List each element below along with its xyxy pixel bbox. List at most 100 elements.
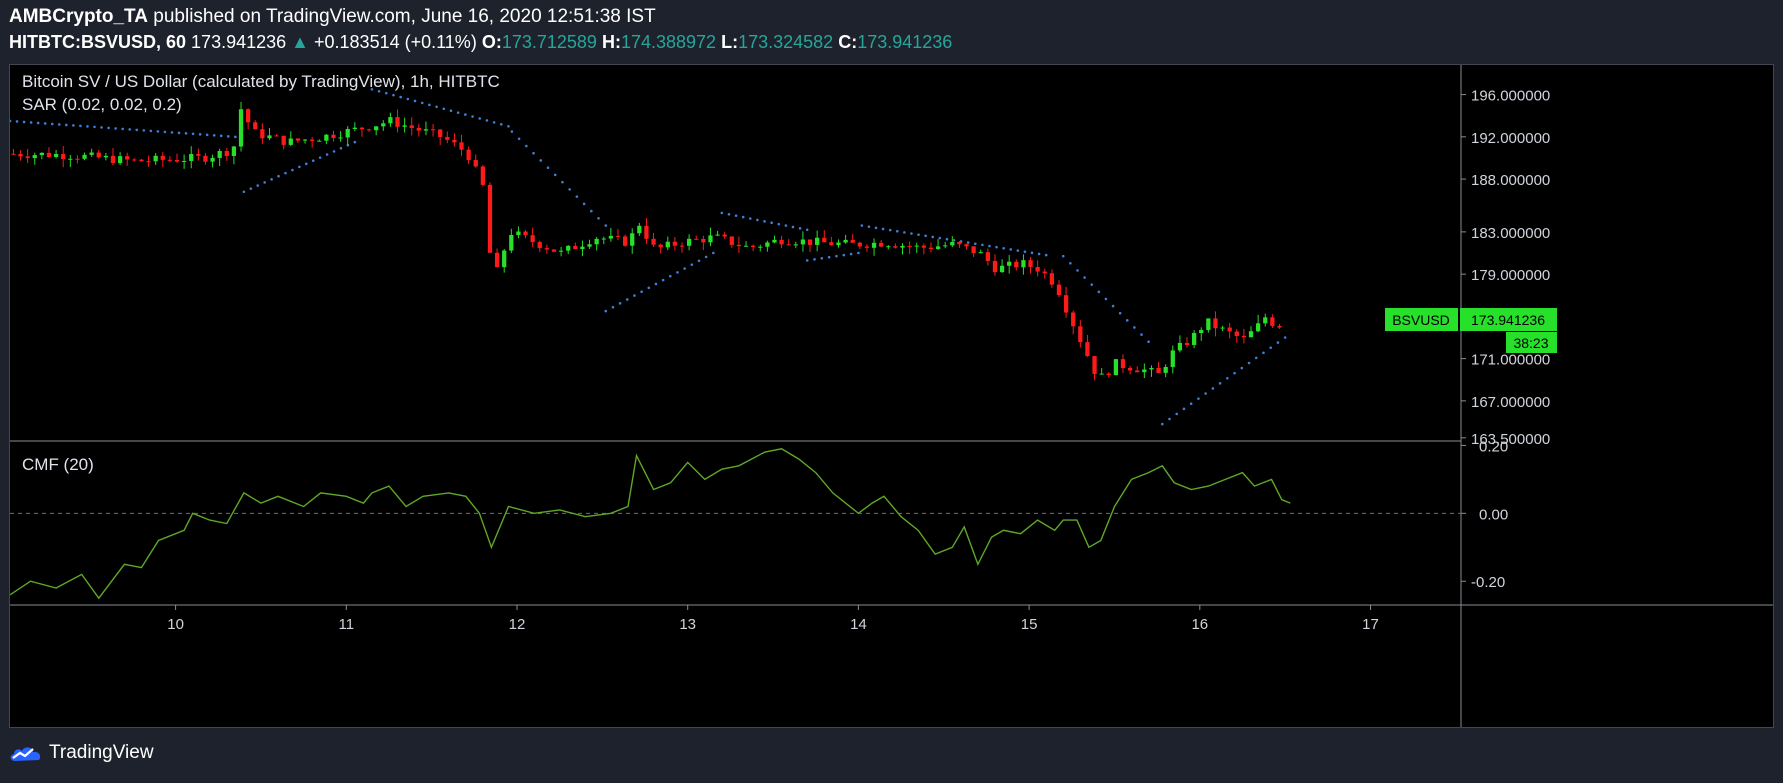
candle-body bbox=[914, 245, 919, 247]
sar-dot bbox=[1160, 422, 1164, 426]
candle-body bbox=[999, 265, 1005, 273]
candle-body bbox=[1106, 373, 1111, 376]
sar-dot bbox=[835, 254, 838, 258]
candle-body bbox=[523, 231, 528, 236]
sar-dot bbox=[36, 121, 40, 125]
candle-body bbox=[267, 135, 272, 139]
candle-body bbox=[494, 252, 500, 268]
price-tick-label: 171.000000 bbox=[1471, 352, 1550, 369]
candle-body bbox=[502, 250, 507, 268]
candle-body bbox=[615, 235, 621, 237]
candle-body bbox=[302, 139, 308, 141]
sar-dot bbox=[420, 101, 424, 105]
candle-body bbox=[928, 247, 934, 249]
sar-dot bbox=[784, 224, 788, 227]
candle-body bbox=[566, 245, 571, 251]
candle-body bbox=[61, 154, 66, 160]
candle-body bbox=[1127, 367, 1133, 371]
sar-dot bbox=[1283, 336, 1287, 339]
candle-body bbox=[1248, 331, 1254, 338]
candle-body bbox=[132, 159, 137, 161]
candle-body bbox=[246, 109, 251, 123]
candle-body bbox=[907, 245, 912, 247]
cmf-tick-label: 0.00 bbox=[1479, 506, 1508, 523]
price-badge: BSVUSD 173.941236 38:23 bbox=[1385, 308, 1557, 353]
sar-dot bbox=[234, 135, 237, 139]
candle-body bbox=[729, 236, 734, 245]
sar-dot bbox=[121, 127, 124, 131]
candle-body bbox=[530, 235, 535, 243]
candle-body bbox=[672, 241, 678, 246]
publish-info: AMBCrypto_TA published on TradingView.co… bbox=[9, 6, 656, 28]
candle-body bbox=[1263, 317, 1268, 324]
sar-dot bbox=[798, 227, 802, 230]
sar-dot bbox=[499, 123, 503, 126]
sar-dot bbox=[777, 222, 781, 226]
sar-dot bbox=[1233, 371, 1236, 375]
candle-body bbox=[758, 246, 763, 248]
sar-dot bbox=[720, 211, 724, 215]
sar-dot bbox=[50, 122, 54, 126]
sar-dot bbox=[791, 225, 795, 229]
sar-dot bbox=[184, 132, 188, 135]
candle-body bbox=[815, 237, 820, 245]
candle-body bbox=[1007, 261, 1012, 266]
candle-body bbox=[189, 154, 194, 161]
candle-body bbox=[125, 156, 130, 160]
candle-body bbox=[117, 156, 123, 164]
candle-body bbox=[943, 245, 948, 247]
sar-dot bbox=[8, 119, 12, 123]
candle-body bbox=[715, 234, 720, 236]
candle-body bbox=[1220, 327, 1225, 329]
sar-dot bbox=[1147, 340, 1150, 344]
candle-body bbox=[1049, 273, 1055, 285]
chart-area[interactable]: 196.000000 192.000000 188.000000 183.000000… bbox=[8, 64, 1774, 728]
sar-dot bbox=[492, 121, 496, 124]
candle-body bbox=[829, 242, 834, 246]
candle-body bbox=[509, 235, 514, 251]
candle-body bbox=[18, 153, 23, 157]
candle-body bbox=[1270, 317, 1275, 326]
sar-dot bbox=[478, 117, 482, 120]
badge-price: 173.941236 bbox=[1471, 312, 1545, 328]
sar-dot bbox=[93, 125, 96, 129]
candle-body bbox=[1135, 370, 1140, 373]
published-text: published on TradingView.com, June 16, 2… bbox=[153, 6, 656, 27]
author-name[interactable]: AMBCrypto_TA bbox=[9, 6, 148, 27]
ohlc-line: HITBTC:BSVUSD, 60 173.941236 ▲ +0.183514… bbox=[9, 32, 952, 53]
candle-body bbox=[452, 139, 457, 143]
sar-dot bbox=[1111, 304, 1115, 308]
price-tick-label: 183.000000 bbox=[1471, 225, 1550, 242]
candle-body bbox=[1028, 260, 1033, 268]
sar-dot bbox=[114, 127, 117, 130]
sar-dot bbox=[170, 131, 174, 134]
candle-body bbox=[573, 245, 578, 250]
x-tick-label: 11 bbox=[339, 616, 355, 633]
close-value: 173.941236 bbox=[857, 32, 953, 52]
sar-dot bbox=[311, 159, 315, 163]
sar-dot bbox=[1168, 417, 1171, 421]
sar-dot bbox=[1133, 326, 1136, 329]
candle-body bbox=[1227, 327, 1232, 332]
sar-dot bbox=[1104, 297, 1108, 301]
sar-dot bbox=[249, 187, 253, 190]
candle-body bbox=[1177, 342, 1183, 351]
candle-body bbox=[1191, 333, 1197, 345]
sar-dot bbox=[1189, 402, 1193, 406]
sar-dot bbox=[604, 224, 608, 227]
candle-body bbox=[295, 138, 301, 141]
footer-brand[interactable]: TradingView bbox=[9, 742, 154, 764]
candle-body bbox=[217, 150, 222, 158]
sar-dot bbox=[604, 309, 608, 313]
sar-dot bbox=[1037, 252, 1041, 256]
candle-body bbox=[53, 154, 59, 157]
sar-dot bbox=[156, 130, 160, 133]
candle-body bbox=[395, 117, 400, 127]
sar-dot bbox=[966, 241, 970, 244]
candle-body bbox=[103, 155, 109, 158]
chart-svg[interactable]: 196.000000 192.000000 188.000000 183.000000… bbox=[8, 65, 1773, 727]
candle-body bbox=[765, 242, 770, 247]
candle-body bbox=[843, 239, 848, 243]
candle-body bbox=[1092, 356, 1097, 374]
candle-body bbox=[580, 246, 585, 250]
